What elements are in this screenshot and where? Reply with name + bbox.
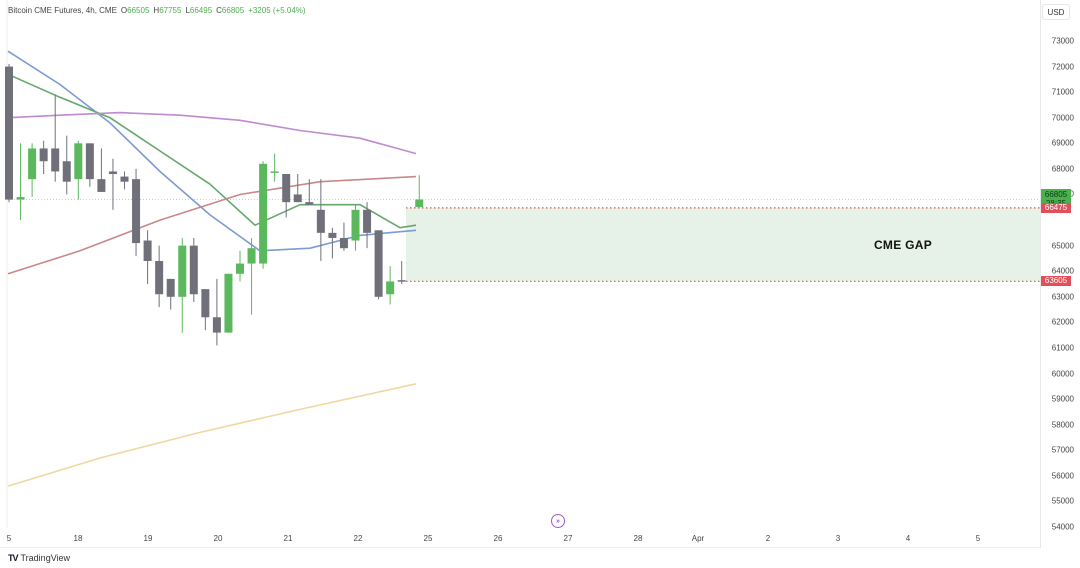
candle-down <box>282 174 291 203</box>
candle-down <box>363 209 372 233</box>
time-tick: 18 <box>73 534 83 543</box>
candle-down <box>85 143 94 180</box>
double-chevron-right-icon: » <box>556 517 560 525</box>
time-tick: Apr <box>691 534 705 543</box>
price-axis[interactable]: 7300072000710007000069000680006700065000… <box>1040 0 1080 548</box>
price-tick: 60000 <box>1051 369 1074 379</box>
candle-down <box>120 176 129 182</box>
candle-down <box>97 179 106 192</box>
time-tick: 21 <box>283 534 293 543</box>
candle-down <box>108 171 117 175</box>
candle-up <box>16 197 25 200</box>
candle-down <box>305 202 314 205</box>
candle-up <box>224 273 233 333</box>
tradingview-logo-icon: TV <box>8 553 18 563</box>
price-tick: 56000 <box>1051 471 1074 481</box>
symbol-title: Bitcoin CME Futures, 4h, CME <box>8 6 117 15</box>
candle-up <box>270 171 279 173</box>
candle-down <box>155 260 164 295</box>
candle-down <box>316 209 325 233</box>
gap-top-price-label: 66475 <box>1041 202 1071 213</box>
time-tick: 20 <box>213 534 223 543</box>
brand-name: TradingView <box>20 553 71 563</box>
candle-up <box>247 248 256 264</box>
ohlc-open: O66505 <box>120 6 150 15</box>
candle-down <box>166 278 175 297</box>
candle-down <box>339 237 348 249</box>
currency-button[interactable]: USD <box>1042 4 1070 20</box>
price-tick: 64000 <box>1051 266 1074 276</box>
price-tick: 57000 <box>1051 445 1074 455</box>
cme-gap-label: CME GAP <box>873 237 933 252</box>
time-tick: 3 <box>835 534 841 543</box>
candle-up <box>351 209 360 241</box>
candle-up <box>28 148 37 180</box>
candle-down <box>328 232 337 238</box>
time-tick: 27 <box>563 534 573 543</box>
price-tick: 58000 <box>1051 420 1074 430</box>
candle-down <box>39 148 48 162</box>
scroll-to-realtime-button[interactable]: » <box>551 514 565 528</box>
symbol-legend: Bitcoin CME Futures, 4h, CME O66505 H677… <box>8 6 306 15</box>
price-tick: 59000 <box>1051 394 1074 404</box>
time-tick: 26 <box>493 534 503 543</box>
candle-up <box>236 263 244 274</box>
candle-down <box>201 289 210 318</box>
moving-average-line <box>7 73 417 229</box>
time-tick: 2 <box>765 534 771 543</box>
candle-up <box>386 281 395 295</box>
price-tick: 72000 <box>1051 62 1074 72</box>
price-tick: 54000 <box>1051 522 1074 532</box>
candle-up <box>178 245 187 297</box>
gap-bottom-price-label: 63605 <box>1041 276 1071 287</box>
candle-up <box>415 199 424 208</box>
candle-down <box>143 240 152 261</box>
candle-down <box>51 148 60 172</box>
ohlc-change: +3205 (+5.04%) <box>248 6 306 15</box>
price-tick: 62000 <box>1051 317 1074 327</box>
candle-down <box>132 179 141 244</box>
candle-down <box>62 161 71 182</box>
cme-gap-zone <box>406 207 1040 282</box>
time-tick: 22 <box>353 534 363 543</box>
time-tick: 28 <box>633 534 643 543</box>
ohlc-high: H67755 <box>153 6 182 15</box>
price-tick: 61000 <box>1051 343 1074 353</box>
price-tick: 69000 <box>1051 138 1074 148</box>
price-tick: 65000 <box>1051 241 1074 251</box>
candle-up <box>74 143 83 180</box>
chart-pane[interactable]: CME GAP <box>0 0 1040 528</box>
moving-average-line <box>7 383 417 487</box>
candle-down <box>397 280 406 282</box>
candle-up <box>259 163 268 264</box>
ohlc-close: C66805 <box>216 6 245 15</box>
candle-down <box>293 194 302 203</box>
price-tick: 63000 <box>1051 292 1074 302</box>
price-tick: 68000 <box>1051 164 1074 174</box>
time-tick: 5 <box>975 534 981 543</box>
footer: TV TradingView <box>8 553 70 563</box>
moving-average-line <box>7 175 417 275</box>
ohlc-low: L66495 <box>185 6 213 15</box>
price-tick: 55000 <box>1051 496 1074 506</box>
moving-average-line <box>7 111 417 155</box>
price-tick: 73000 <box>1051 36 1074 46</box>
candle-down <box>212 317 221 333</box>
time-tick: 19 <box>143 534 153 543</box>
candle-down <box>5 66 13 200</box>
time-tick: 4 <box>905 534 911 543</box>
candlestick-chart[interactable] <box>0 0 1040 528</box>
time-tick: 25 <box>423 534 433 543</box>
time-tick: 5 <box>6 534 12 543</box>
time-axis[interactable]: 5 18 19 20 21 22 25 26 27 28 Apr 2 3 4 5 <box>0 528 1040 548</box>
price-tick: 71000 <box>1051 87 1074 97</box>
candle-down <box>189 245 198 295</box>
price-tick: 70000 <box>1051 113 1074 123</box>
candle-down <box>374 230 383 297</box>
